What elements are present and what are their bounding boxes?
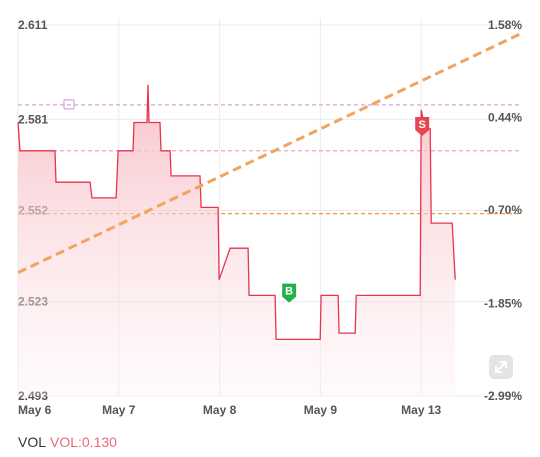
y2-tick-label: -2.99% <box>484 389 522 403</box>
annotation-badge <box>282 283 297 303</box>
x-tick-label: May 6 <box>18 403 52 417</box>
y2-tick-label: -0.70% <box>484 203 522 217</box>
y2-tick-label: -1.85% <box>484 296 522 310</box>
y-tick-label: 2.581 <box>18 112 48 126</box>
trend-line <box>17 31 523 274</box>
annotation-badge <box>415 117 430 137</box>
area <box>18 84 456 396</box>
level-icon <box>63 99 75 110</box>
x-tick-label: May 7 <box>102 403 136 417</box>
annotation-label: S <box>419 119 426 131</box>
annotation-label: B <box>285 286 293 298</box>
footer-value: VOL:0.130 <box>50 434 117 450</box>
y2-tick-label: 0.44% <box>488 111 522 125</box>
y-tick-label: 2.611 <box>18 18 48 32</box>
x-tick-label: May 13 <box>401 403 441 417</box>
expand-glyph <box>495 361 507 373</box>
x-tick-label: May 9 <box>304 403 338 417</box>
footer-label: VOL <box>18 434 46 450</box>
x-tick-label: May 8 <box>203 403 237 417</box>
price-line <box>17 84 456 341</box>
y2-tick-label: 1.58% <box>488 18 522 32</box>
